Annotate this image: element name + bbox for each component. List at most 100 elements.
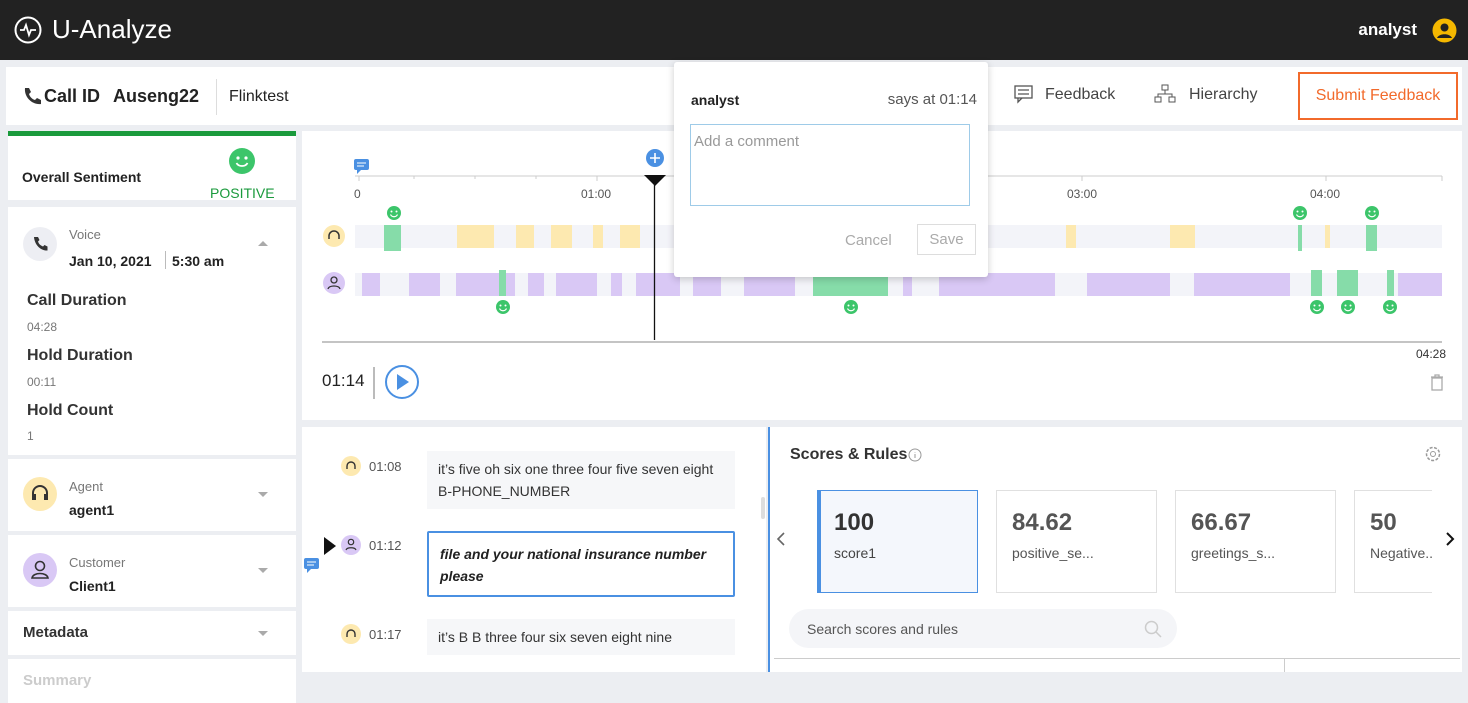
brand: U-Analyze bbox=[52, 14, 172, 44]
score-value: 50 bbox=[1370, 509, 1397, 536]
user-icon[interactable] bbox=[1432, 18, 1457, 43]
score-value: 66.67 bbox=[1191, 509, 1252, 536]
score-card[interactable]: 50 Negative... bbox=[1354, 490, 1432, 593]
comment-popover: analyst says at 01:14 Add a comment Canc… bbox=[674, 62, 988, 277]
agent-card: Agent agent1 bbox=[8, 459, 296, 531]
expand-icon[interactable] bbox=[257, 491, 269, 499]
collapse-icon[interactable] bbox=[257, 239, 269, 247]
time-tick-label: 03:00 bbox=[1067, 187, 1098, 201]
info-icon[interactable] bbox=[908, 448, 922, 462]
search-icon[interactable] bbox=[1144, 620, 1162, 638]
feedback-button[interactable]: Feedback bbox=[1045, 86, 1116, 103]
comment-time: says at 01:14 bbox=[887, 91, 977, 108]
add-comment-button[interactable] bbox=[646, 149, 664, 167]
stat-value: 00:11 bbox=[27, 375, 57, 389]
top-bar: U-Analyze analyst bbox=[0, 0, 1468, 60]
customer-name: Client1 bbox=[69, 578, 116, 594]
utterance-time: 01:12 bbox=[369, 538, 402, 553]
feedback-icon[interactable] bbox=[1014, 85, 1034, 104]
customer-track bbox=[355, 273, 1442, 296]
score-card-selected[interactable]: 100 score1 bbox=[817, 490, 978, 593]
utterance-time: 01:08 bbox=[369, 459, 402, 474]
submit-feedback-button[interactable]: Submit Feedback bbox=[1298, 72, 1458, 120]
expand-icon[interactable] bbox=[257, 567, 269, 575]
score-card[interactable]: 66.67 greetings_s... bbox=[1175, 490, 1336, 593]
hierarchy-button[interactable]: Hierarchy bbox=[1189, 86, 1258, 103]
agent-name: agent1 bbox=[69, 502, 115, 518]
settings-icon[interactable] bbox=[1424, 445, 1442, 463]
sentiment-label: Overall Sentiment bbox=[22, 169, 142, 185]
customer-segments bbox=[362, 273, 1442, 296]
divider bbox=[1284, 658, 1285, 672]
time-tick-label: 01:00 bbox=[581, 187, 612, 201]
phone-icon bbox=[24, 88, 41, 105]
summary-card[interactable]: Summary bbox=[8, 659, 296, 703]
score-card[interactable]: 84.62 positive_se... bbox=[996, 490, 1157, 593]
sentiment-value: POSITIVE bbox=[210, 185, 275, 201]
score-carousel: 100 score1 84.62 positive_se... 66.67 gr… bbox=[817, 490, 1432, 594]
tenant: Flinktest bbox=[229, 88, 289, 105]
time-tick-label: 0 bbox=[354, 187, 361, 201]
call-id: Auseng22 bbox=[113, 86, 200, 106]
customer-label: Customer bbox=[69, 555, 126, 570]
expand-icon[interactable] bbox=[257, 630, 269, 638]
stat-label: Hold Count bbox=[27, 402, 114, 419]
scores-panel: Scores & Rules 100 score1 84.62 positive… bbox=[768, 427, 1462, 672]
utterance-time: 01:17 bbox=[369, 627, 402, 642]
divider bbox=[216, 79, 217, 115]
divider bbox=[774, 658, 1460, 659]
sentiment-card: Overall Sentiment POSITIVE bbox=[8, 131, 296, 201]
comment-input[interactable]: Add a comment bbox=[690, 124, 970, 206]
divider bbox=[165, 251, 166, 269]
sentiment-icon bbox=[229, 148, 255, 174]
stat-value: 1 bbox=[27, 429, 34, 443]
voice-label: Voice bbox=[69, 227, 101, 242]
duration: 04:28 bbox=[1415, 347, 1446, 361]
metadata-card[interactable]: Metadata bbox=[8, 611, 296, 655]
utterance-selected[interactable]: file and your national insurance number … bbox=[427, 531, 735, 597]
time-tick-label: 04:00 bbox=[1310, 187, 1341, 201]
utterance[interactable]: it’s B B three four six seven eight nine bbox=[427, 619, 735, 655]
customer-icon bbox=[23, 553, 57, 587]
logo-icon bbox=[14, 16, 42, 44]
next-button[interactable] bbox=[1445, 532, 1455, 546]
cancel-button[interactable]: Cancel bbox=[845, 232, 892, 249]
score-search[interactable]: Search scores and rules bbox=[789, 609, 1177, 648]
play-button[interactable] bbox=[385, 365, 419, 399]
voice-time: 5:30 am bbox=[172, 253, 225, 269]
stat-label: Hold Duration bbox=[27, 347, 133, 364]
prev-button[interactable] bbox=[776, 532, 786, 546]
transcript-panel: 01:08 it’s five oh six one three four fi… bbox=[302, 427, 766, 672]
voice-card: Voice Jan 10, 2021 5:30 am Call Duration… bbox=[8, 207, 296, 455]
utterance[interactable]: it’s five oh six one three four five sev… bbox=[427, 451, 735, 509]
comment-marker[interactable] bbox=[354, 159, 369, 174]
save-button[interactable]: Save bbox=[917, 224, 976, 255]
playhead-head bbox=[644, 175, 666, 186]
track-icons bbox=[323, 225, 345, 294]
stat-value: 04:28 bbox=[27, 320, 58, 334]
current-time: 01:14 bbox=[322, 371, 365, 390]
voice-date: Jan 10, 2021 bbox=[69, 253, 152, 269]
section-title: Summary bbox=[23, 672, 92, 689]
score-label: greetings_s... bbox=[1191, 545, 1276, 561]
score-label: positive_se... bbox=[1012, 545, 1094, 561]
call-label: Call ID bbox=[44, 86, 101, 106]
hierarchy-icon[interactable] bbox=[1154, 84, 1176, 104]
scrollbar[interactable] bbox=[761, 497, 765, 519]
user-name[interactable]: analyst bbox=[1358, 20, 1417, 39]
search-placeholder: Search scores and rules bbox=[807, 621, 958, 637]
delete-button[interactable] bbox=[1431, 374, 1443, 391]
score-value: 84.62 bbox=[1012, 509, 1073, 536]
score-value: 100 bbox=[834, 509, 875, 536]
voice-icon bbox=[23, 227, 57, 261]
comment-marker[interactable] bbox=[304, 558, 320, 574]
transcript-icons bbox=[324, 456, 361, 644]
customer-positive-segments bbox=[499, 270, 1394, 296]
customer-card: Customer Client1 bbox=[8, 535, 296, 607]
agent-icon bbox=[23, 477, 57, 511]
agent-segments bbox=[457, 225, 1330, 248]
comment-author: analyst bbox=[691, 92, 740, 108]
scores-title: Scores & Rules bbox=[790, 446, 908, 463]
score-label: score1 bbox=[834, 545, 877, 561]
